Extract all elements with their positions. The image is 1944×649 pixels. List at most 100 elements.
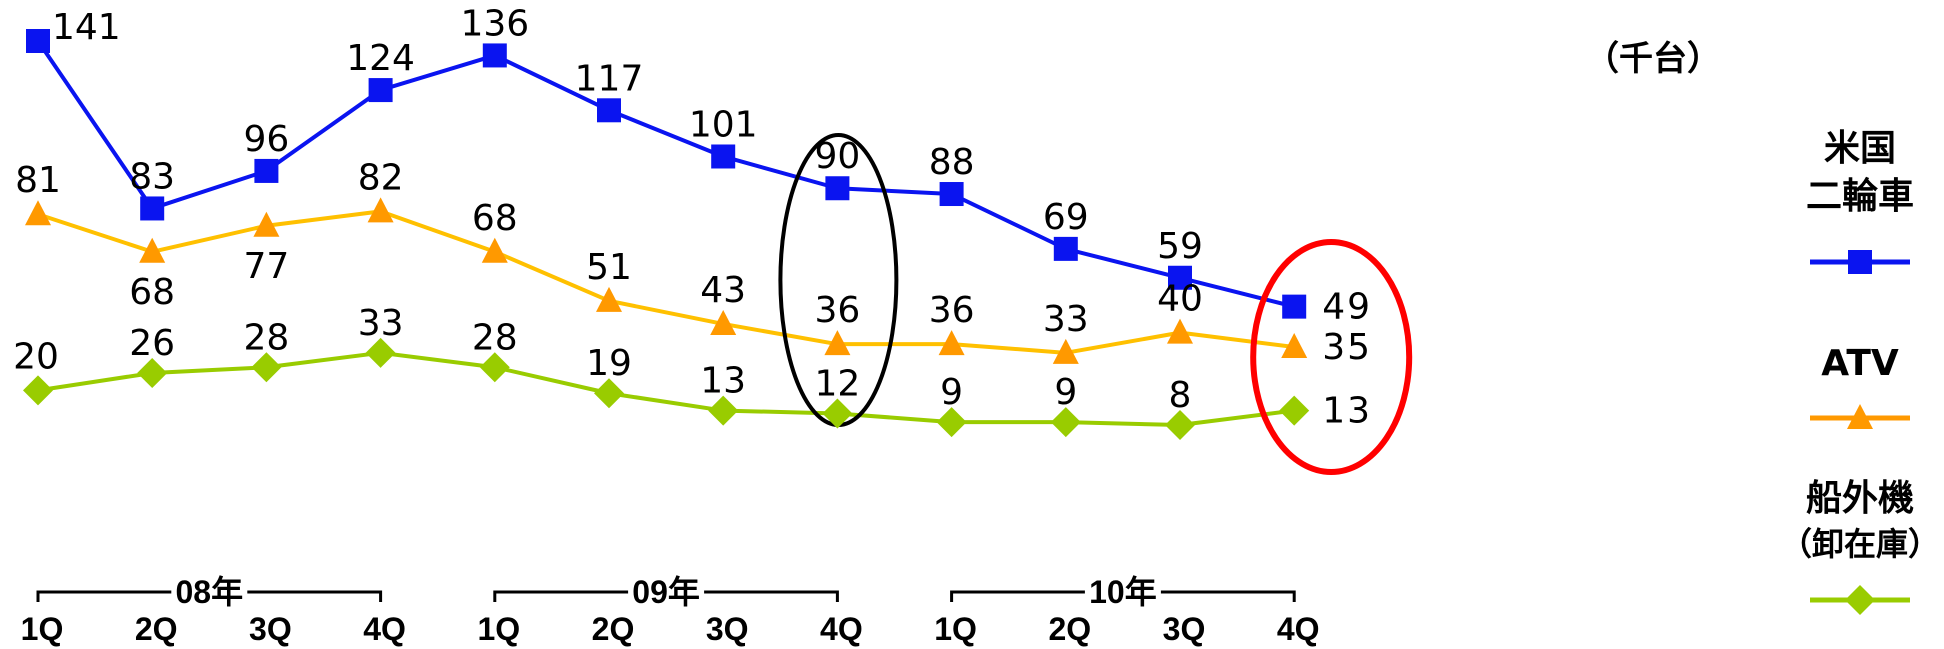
- atv-data-label: 43: [700, 270, 746, 311]
- outboard-series-line: [37, 350, 1295, 427]
- atv-point: [367, 197, 394, 223]
- atv-point: [1167, 318, 1193, 344]
- legend-outboard-marker: [1845, 585, 1875, 615]
- outboard-point: [822, 398, 853, 429]
- x-tick-label: 1Q: [477, 611, 520, 647]
- series-markers: [23, 29, 1310, 440]
- motorcycle-point: [26, 29, 50, 53]
- legend-atv-marker: [1847, 404, 1873, 429]
- atv-point: [481, 237, 508, 263]
- motorcycle-data-label: 49: [1322, 287, 1372, 328]
- atv-data-label: 68: [129, 272, 175, 313]
- legend-outboard-label: （卸在庫）: [1780, 525, 1940, 563]
- atv-point: [824, 330, 851, 356]
- motorcycle-point: [1168, 265, 1192, 290]
- legend-motorcycle-marker: [1848, 250, 1872, 274]
- motorcycle-point: [1053, 236, 1078, 261]
- outboard-point: [23, 375, 53, 406]
- motorcycle-data-label: 90: [814, 136, 860, 177]
- atv-point: [596, 286, 622, 312]
- x-tick-label: 3Q: [1163, 611, 1206, 647]
- outboard-data-label: 28: [472, 317, 518, 358]
- outboard-point: [137, 358, 168, 389]
- atv-data-label: 82: [358, 157, 404, 198]
- atv-point: [253, 211, 280, 237]
- year-label: 09年: [632, 574, 700, 610]
- outboard-point: [479, 352, 510, 383]
- outboard-point: [1165, 410, 1195, 440]
- motorcycle-point: [597, 98, 621, 123]
- atv-data-label: 68: [472, 198, 518, 239]
- motorcycle-data-label: 136: [460, 3, 529, 44]
- x-tick-label: 2Q: [592, 611, 635, 647]
- atv-data-label: 33: [1043, 299, 1089, 340]
- x-tick-label: 3Q: [706, 611, 749, 647]
- atv-point: [1052, 338, 1079, 364]
- year-label: 10年: [1089, 574, 1157, 610]
- outboard-data-label: 13: [1322, 391, 1372, 432]
- motorcycle-series-line: [36, 39, 1295, 309]
- year-bracket: [493, 590, 839, 602]
- outboard-data-label: 8: [1169, 375, 1192, 416]
- x-axis: 1Q 2Q 3Q 4Q 1Q 2Q 3Q 4Q 1Q 2Q 3Q 4Q 08年 09年 10年: [21, 574, 1320, 647]
- legend-motorcycle-label: 二輪車: [1806, 175, 1914, 217]
- motorcycle-point: [711, 144, 736, 169]
- outboard-point: [1050, 407, 1081, 438]
- x-tick-label: 3Q: [249, 611, 292, 647]
- motorcycle-data-label: 59: [1157, 226, 1203, 267]
- atv-data-label: 81: [15, 160, 61, 201]
- outboard-data-label: 9: [940, 372, 963, 413]
- motorcycle-point: [140, 196, 165, 221]
- atv-point: [25, 200, 51, 226]
- outboard-data-label: 26: [129, 323, 175, 364]
- atv-data-label: 36: [814, 290, 860, 331]
- outboard-data-label: 19: [586, 343, 632, 384]
- x-tick-label: 2Q: [135, 611, 178, 647]
- legend-motorcycle-label: 米国: [1824, 128, 1896, 169]
- atv-data-label: 77: [243, 246, 289, 287]
- x-tick-label: 4Q: [363, 611, 406, 647]
- outboard-point: [1279, 395, 1310, 426]
- atv-point: [1281, 333, 1308, 359]
- atv-data-label: 36: [929, 290, 975, 331]
- atv-series-line: [37, 209, 1295, 355]
- legend-outboard-label: 船外機: [1806, 478, 1914, 519]
- outboard-data-label: 20: [13, 336, 59, 377]
- motorcycle-point: [482, 43, 507, 68]
- outboard-data-label: 33: [358, 303, 404, 344]
- x-tick-label: 2Q: [1048, 611, 1091, 647]
- outboard-point: [594, 378, 624, 409]
- outboard-data-label: 9: [1054, 372, 1077, 413]
- motorcycle-point: [368, 78, 393, 103]
- unit-label: （千台）: [1585, 39, 1721, 79]
- motorcycle-data-label: 101: [689, 104, 758, 145]
- year-bracket: [36, 590, 383, 602]
- motorcycle-data-label: 88: [929, 142, 975, 183]
- motorcycle-data-label: 117: [575, 58, 644, 99]
- atv-point: [139, 237, 166, 263]
- atv-point: [710, 309, 737, 335]
- outboard-point: [251, 352, 282, 383]
- outboard-data-label: 12: [814, 363, 860, 404]
- legend-atv-label: ATV: [1821, 343, 1899, 384]
- motorcycle-data-label: 124: [346, 38, 415, 79]
- motorcycle-data-label: 69: [1043, 197, 1089, 238]
- motorcycle-point: [254, 158, 279, 183]
- outboard-data-label: 13: [700, 361, 746, 402]
- atv-data-label: 51: [586, 247, 632, 288]
- series-lines: [36, 39, 1295, 427]
- motorcycle-point: [1282, 294, 1307, 319]
- outboard-point: [365, 337, 396, 368]
- motorcycle-point: [825, 176, 850, 201]
- data-labels: 141 83 96 124 136 117 101 90 88 69 59 49 81 68 77 82 68 5…: [13, 3, 1372, 432]
- x-tick-label: 4Q: [820, 611, 863, 647]
- x-tick-label: 4Q: [1277, 611, 1320, 647]
- x-tick-label: 1Q: [934, 611, 977, 647]
- x-tick-label: 1Q: [21, 611, 64, 647]
- outboard-point: [936, 407, 967, 438]
- outboard-point: [708, 395, 739, 426]
- highlight-ellipse-10-4q: [1250, 239, 1413, 475]
- atv-point: [938, 330, 965, 356]
